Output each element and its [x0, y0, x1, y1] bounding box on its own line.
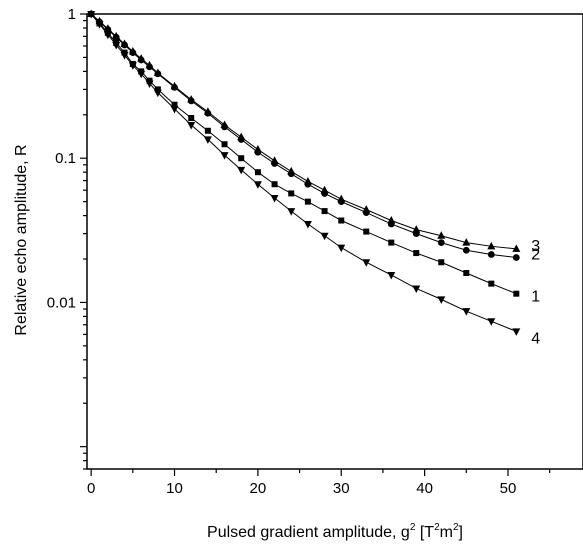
- data-point-3: [128, 46, 137, 55]
- data-point-2: [462, 246, 470, 254]
- data-point-4: [145, 80, 154, 88]
- data-point-4: [387, 271, 396, 280]
- curve-label-3: 3: [531, 238, 540, 255]
- data-point-1: [388, 239, 395, 246]
- data-point-1: [338, 217, 345, 224]
- data-point-1: [254, 169, 261, 176]
- data-point-1: [463, 270, 470, 277]
- x-tick-label: 40: [416, 480, 433, 497]
- x-tick-label: 0: [87, 480, 95, 497]
- data-point-3: [112, 31, 121, 40]
- data-point-3: [270, 156, 279, 164]
- data-point-4: [237, 166, 246, 175]
- data-point-4: [153, 89, 162, 98]
- data-point-3: [303, 176, 312, 185]
- data-point-4: [320, 232, 329, 241]
- data-point-1: [221, 141, 228, 148]
- data-point-1: [438, 259, 445, 266]
- data-point-4: [137, 70, 146, 79]
- data-point-1: [488, 280, 495, 287]
- data-point-4: [120, 51, 129, 60]
- data-point-3: [512, 244, 521, 252]
- data-point-3: [153, 68, 162, 76]
- data-point-4: [412, 285, 421, 293]
- tick-labels: 0 10 20 30 40 50 1 0.1 0.01: [47, 6, 517, 497]
- data-point-4: [362, 259, 371, 267]
- y-tick-label: 0.01: [47, 294, 76, 311]
- data-point-3: [187, 95, 196, 103]
- data-point-3: [387, 215, 396, 224]
- y-tick-label: 1: [68, 6, 76, 23]
- data-point-1: [188, 115, 195, 122]
- data-point-2: [437, 239, 445, 246]
- data-point-1: [271, 181, 278, 188]
- data-point-3: [362, 205, 371, 213]
- data-point-4: [303, 220, 312, 229]
- data-point-3: [437, 231, 446, 239]
- data-point-4: [128, 62, 137, 70]
- data-point-1: [321, 208, 328, 215]
- y-axis-title: Relative echo amplitude, R: [13, 144, 30, 335]
- data-point-1: [288, 190, 295, 197]
- data-point-4: [437, 296, 446, 304]
- curve-label-1: 1: [531, 289, 540, 306]
- data-point-3: [145, 60, 154, 69]
- data-point-3: [137, 54, 146, 62]
- curve-label-4: 4: [531, 330, 540, 347]
- x-tick-label: 10: [166, 480, 183, 497]
- data-point-4: [95, 21, 104, 29]
- data-point-4: [270, 194, 279, 203]
- data-point-1: [513, 290, 520, 297]
- series-line-1: [90, 13, 517, 295]
- x-axis-title: Pulsed gradient amplitude, g2 [T2m2]: [207, 522, 463, 541]
- data-point-4: [203, 136, 212, 144]
- series-line-3: [90, 13, 517, 250]
- x-tick-label: 50: [500, 480, 517, 497]
- data-point-4: [112, 41, 121, 50]
- data-point-3: [103, 24, 112, 32]
- data-point-4: [87, 11, 96, 19]
- data-point-3: [253, 144, 262, 153]
- data-point-2: [512, 254, 520, 261]
- data-point-2: [487, 251, 495, 258]
- data-point-3: [287, 166, 296, 175]
- data-point-4: [287, 208, 296, 216]
- data-point-4: [512, 328, 521, 336]
- data-point-1: [171, 101, 178, 108]
- data-point-3: [120, 39, 129, 47]
- data-point-3: [487, 241, 496, 250]
- data-point-1: [304, 198, 311, 205]
- data-point-3: [462, 238, 471, 246]
- data-point-3: [337, 194, 346, 203]
- data-point-4: [337, 244, 346, 253]
- data-point-4: [253, 181, 262, 189]
- curve-label-2: 2: [531, 246, 540, 263]
- data-point-3: [170, 81, 179, 90]
- data-point-3: [237, 132, 246, 141]
- data-point-4: [220, 152, 229, 160]
- axis-ticks: [80, 13, 551, 476]
- x-tick-label: 20: [250, 480, 267, 497]
- plot-frame: [86, 13, 583, 470]
- data-point-1: [204, 127, 211, 134]
- data-point-4: [462, 308, 471, 316]
- data-point-1: [363, 228, 370, 235]
- data-point-3: [220, 120, 229, 128]
- series-line-4: [90, 13, 517, 332]
- data-point-3: [320, 185, 329, 194]
- data-point-1: [154, 86, 161, 93]
- x-tick-label: 30: [333, 480, 350, 497]
- data-point-4: [487, 318, 496, 326]
- data-series: 1 23 4: [87, 9, 540, 347]
- data-point-3: [203, 107, 212, 115]
- data-point-1: [238, 155, 245, 162]
- data-point-3: [412, 225, 421, 233]
- data-point-1: [413, 250, 420, 257]
- data-point-4: [103, 31, 112, 40]
- y-tick-label: 0.1: [55, 150, 76, 167]
- data-point-4: [170, 105, 179, 114]
- data-point-4: [187, 121, 196, 130]
